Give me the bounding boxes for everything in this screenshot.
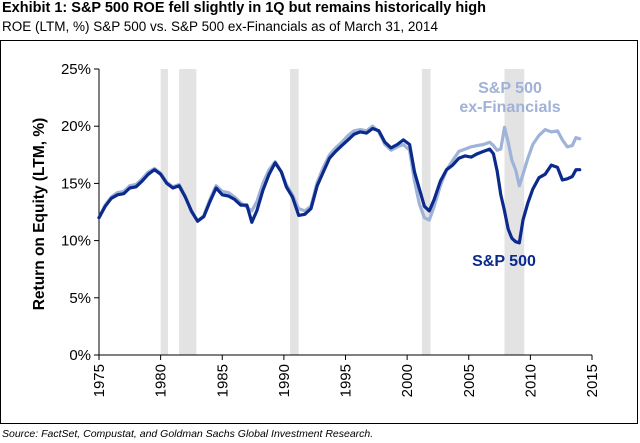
annotation-exfin-line1: S&P 500: [478, 80, 542, 97]
recession-bands: [160, 69, 525, 355]
y-tick-label: 20%: [61, 118, 91, 135]
recession-band-2: [290, 69, 299, 355]
chart-subtitle: ROE (LTM, %) S&P 500 vs. S&P 500 ex-Fina…: [2, 19, 438, 34]
x-tick-label: 1995: [338, 364, 355, 397]
recession-band-3: [421, 69, 431, 355]
source-note: Source: FactSet, Compustat, and Goldman …: [2, 428, 374, 440]
x-tick-label: 1980: [153, 364, 170, 397]
chart-frame: [0, 40, 638, 424]
annotation-exfin-line2: ex-Financials: [459, 99, 560, 116]
x-tick-label: 2015: [584, 364, 601, 397]
chart-title: Exhibit 1: S&P 500 ROE fell slightly in …: [2, 0, 486, 16]
y-tick-label: 5%: [69, 290, 91, 307]
x-tick-label: 1985: [214, 364, 231, 397]
x-tick-label: 1975: [91, 364, 108, 397]
x-tick-label: 2010: [522, 364, 539, 397]
chart-axes: 0% 5% 10% 15% 20% 25% 1975 1980 1985 1990 1995 2000…: [61, 61, 601, 397]
y-tick-label: 15%: [61, 175, 91, 192]
series-sp500-line: [97, 126, 582, 245]
y-tick-label: 25%: [61, 61, 91, 78]
x-tick-label: 1990: [276, 364, 293, 397]
x-tick-label: 2000: [399, 364, 416, 397]
recession-band-1: [179, 69, 197, 355]
recession-band-0: [160, 69, 169, 355]
annotation-sp500: S&P 500: [472, 253, 536, 270]
y-tick-label: 10%: [61, 233, 91, 250]
y-axis-label: Return on Equity (LTM, %): [31, 118, 48, 311]
x-tick-label: 2005: [461, 364, 478, 397]
y-tick-label: 0%: [69, 347, 91, 364]
chart-series: [97, 124, 582, 245]
